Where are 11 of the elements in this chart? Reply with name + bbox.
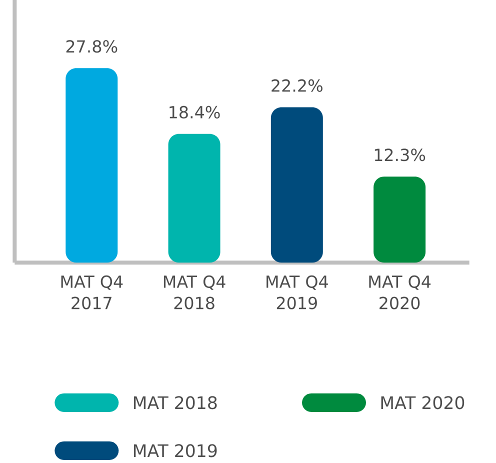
legend-label: MAT 2019	[134, 444, 217, 458]
data-label: 18.4%	[170, 106, 220, 119]
x-tick-label: MAT Q4 2018	[164, 276, 226, 310]
legend-label: MAT 2020	[381, 396, 464, 410]
legend-label: MAT 2018	[134, 396, 217, 410]
x-tick-label: MAT Q4 2017	[61, 276, 123, 310]
data-label: 27.8%	[66, 40, 118, 53]
data-label: 12.3%	[374, 148, 426, 162]
x-tick-label: MAT Q4 2019	[266, 276, 328, 310]
x-tick-label: MAT Q4 2020	[369, 276, 431, 310]
data-label: 22.2%	[272, 79, 322, 92]
